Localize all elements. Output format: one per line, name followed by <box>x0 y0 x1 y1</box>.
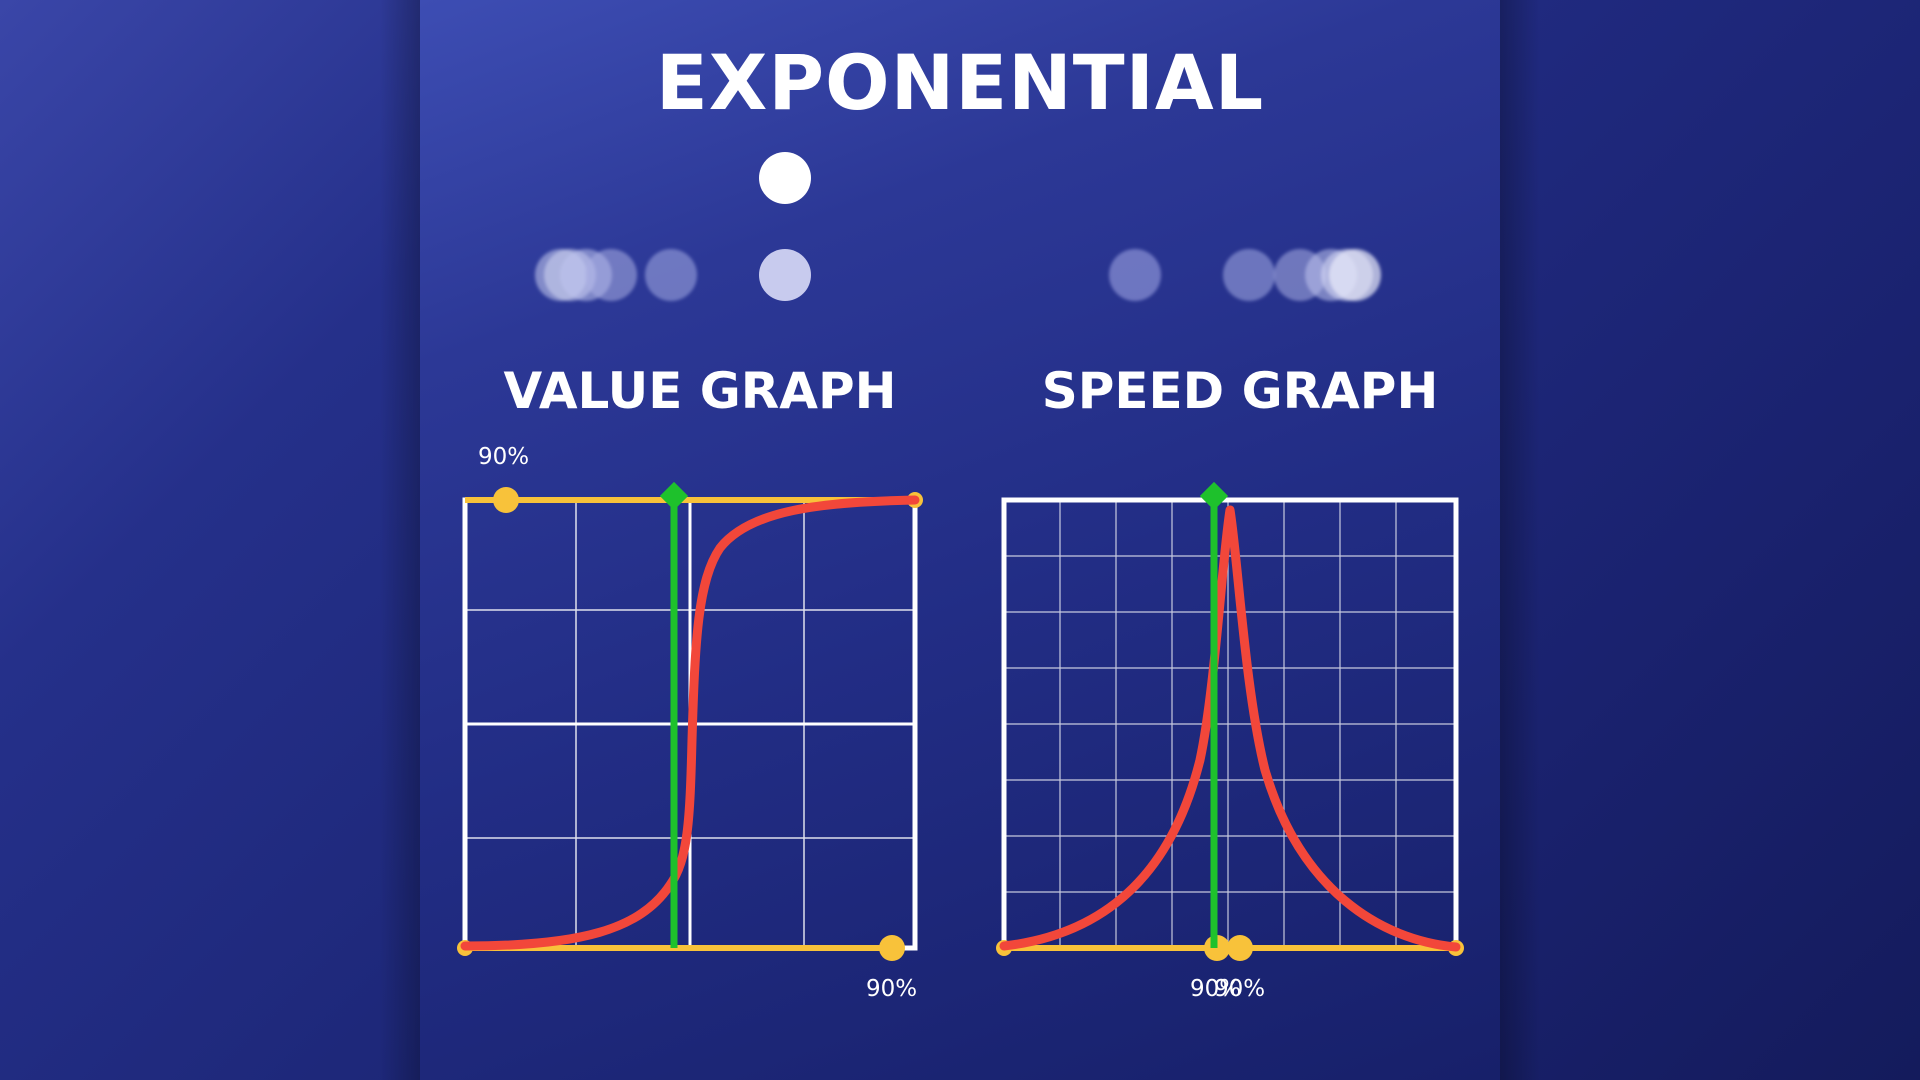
speed-graph-handles <box>996 935 1464 961</box>
value-graph-handle-top <box>493 487 519 513</box>
ball-top <box>759 152 811 204</box>
speed-graph-title: SPEED GRAPH <box>1041 362 1439 420</box>
value-graph-marker-diamond <box>659 481 689 511</box>
ball-center <box>759 249 811 301</box>
speed-graph-bottom-label-b: 90% <box>1214 976 1266 1002</box>
page-title: EXPONENTIAL <box>655 38 1265 127</box>
value-graph-top-label: 90% <box>478 444 530 470</box>
speed-graph-curve <box>999 505 1461 952</box>
value-graph-bottom-label: 90% <box>866 976 918 1002</box>
animation-balls <box>535 152 1381 301</box>
ball-trail-left <box>535 249 697 301</box>
right-edge-shadow <box>1500 0 1540 1080</box>
speed-graph-handle-b <box>1227 935 1253 961</box>
right-background <box>1500 0 1920 1080</box>
left-background <box>0 0 420 1080</box>
speed-graph-bottom-label-a: 90% <box>1190 976 1242 1002</box>
value-graph <box>457 481 923 961</box>
speed-graph-marker-diamond <box>1199 481 1229 511</box>
value-graph-handle-bottom <box>879 935 905 961</box>
value-graph-title: VALUE GRAPH <box>503 362 897 420</box>
left-edge-shadow <box>380 0 420 1080</box>
ball-trail-right <box>1109 249 1381 301</box>
speed-graph-grid <box>1004 500 1456 948</box>
speed-graph <box>996 481 1464 961</box>
main-panel: EXPONENTIAL VALUE GRAPH SPEED GRA <box>420 0 1500 1080</box>
value-graph-curve <box>460 495 920 951</box>
